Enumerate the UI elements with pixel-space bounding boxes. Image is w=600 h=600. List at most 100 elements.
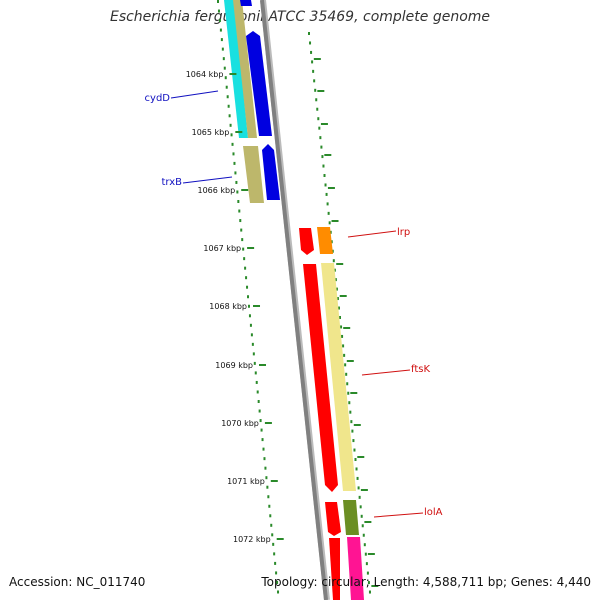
ruler-right-tick bbox=[343, 327, 351, 329]
ruler-right-dot bbox=[349, 410, 352, 414]
ruler-left-dot bbox=[238, 209, 241, 213]
ruler-right-dot bbox=[315, 98, 318, 102]
ruler-left-dot bbox=[252, 352, 255, 356]
ruler-left-dot bbox=[275, 571, 278, 575]
ruler-left-dot bbox=[270, 523, 273, 527]
backbone-line bbox=[260, 0, 328, 600]
ruler-right-tick bbox=[360, 489, 368, 491]
ruler-right-dot bbox=[319, 136, 322, 140]
ruler-left-dot bbox=[233, 161, 236, 165]
ruler-left-dot bbox=[230, 133, 233, 137]
ruler-right-dot bbox=[321, 155, 324, 159]
ruler-right-dot bbox=[332, 259, 335, 263]
ruler-right-dot bbox=[365, 562, 368, 566]
ruler-left-dot bbox=[246, 285, 249, 289]
gene-leader-trxB bbox=[182, 176, 233, 184]
ruler-right-dot bbox=[318, 126, 321, 130]
ruler-right-dot bbox=[328, 221, 331, 225]
ruler-left-dot bbox=[221, 47, 224, 51]
gene-label-trxB[interactable]: trxB bbox=[161, 177, 182, 188]
ruler-left-dot bbox=[274, 561, 277, 565]
ruler-left-dot bbox=[253, 361, 256, 365]
ruler-right-dot bbox=[320, 145, 323, 149]
ruler-right-dot bbox=[350, 420, 353, 424]
ruler-right-dot bbox=[326, 202, 329, 206]
feature-khaki-top bbox=[233, 0, 257, 138]
ruler-right-dot bbox=[336, 297, 339, 301]
ruler-left-dot bbox=[236, 190, 239, 194]
ruler-tick bbox=[229, 73, 237, 75]
ruler-right-dot bbox=[355, 467, 358, 471]
ruler-right-dot bbox=[335, 287, 338, 291]
ruler-right-dot bbox=[345, 372, 348, 376]
ruler-left-dot bbox=[222, 57, 225, 61]
ruler-left-dot bbox=[245, 276, 248, 280]
feature-red-long bbox=[303, 264, 338, 492]
backbone bbox=[260, 0, 330, 600]
feature-blue-arrow-1 bbox=[246, 31, 272, 136]
ruler-right-dot bbox=[330, 240, 333, 244]
ruler-left-dot bbox=[273, 552, 276, 556]
feature-cyan bbox=[224, 0, 248, 138]
ruler-left-dot bbox=[269, 514, 272, 518]
ruler-left-dot bbox=[217, 9, 220, 13]
ruler-right-tick bbox=[364, 521, 372, 523]
ruler-ticks: 1064 kbp 1065 kbp 1066 kbp 1067 kbp 1068 kbp… bbox=[186, 58, 379, 587]
ruler-left-dot bbox=[220, 38, 223, 42]
ruler-left-dot bbox=[218, 19, 221, 23]
ruler-left-dot bbox=[226, 95, 229, 99]
ruler-left-dot bbox=[234, 171, 237, 175]
ruler-tick-label: 1070 kbp bbox=[221, 419, 259, 428]
ruler-dots bbox=[217, 0, 371, 594]
ruler-right-dot bbox=[366, 571, 369, 575]
ruler-left-dot bbox=[240, 228, 243, 232]
gene-label-cydD[interactable]: cydD bbox=[145, 93, 171, 104]
ruler-right-dot bbox=[354, 458, 357, 461]
feature-blue-arrow-2 bbox=[262, 144, 280, 200]
ruler-left-dot bbox=[250, 333, 253, 337]
ruler-right-dot bbox=[325, 192, 328, 196]
ruler-right-dot bbox=[359, 505, 362, 509]
gene-label-ftsK[interactable]: ftsK bbox=[411, 364, 430, 375]
ruler-left-dot bbox=[235, 180, 238, 184]
ruler-left-dot bbox=[277, 590, 280, 594]
ruler-tick-label: 1069 kbp bbox=[215, 361, 253, 370]
feature-red-lower bbox=[325, 502, 341, 536]
ruler-left-dot bbox=[247, 304, 250, 308]
ruler-right-tick bbox=[339, 295, 347, 297]
ruler-right-dot bbox=[343, 353, 346, 357]
gene-label-lolA[interactable]: lolA bbox=[424, 507, 443, 518]
ruler-right-dot bbox=[334, 278, 337, 282]
feature-red-small bbox=[299, 228, 314, 255]
ruler-right-dot bbox=[351, 429, 354, 433]
gene-labels: cydD trxB lrp ftsK lolA bbox=[145, 90, 443, 518]
ruler-tick bbox=[259, 364, 267, 366]
ruler-left-dot bbox=[242, 247, 245, 251]
ruler-right-dot bbox=[341, 334, 344, 338]
ruler-right-dot bbox=[324, 183, 327, 187]
ruler-right-dot bbox=[327, 211, 330, 215]
gene-features bbox=[224, 0, 364, 600]
ruler-right-dot bbox=[331, 249, 334, 253]
ruler-right-dot bbox=[311, 60, 314, 64]
ruler-left-dot bbox=[229, 123, 232, 127]
ruler-left-dot bbox=[259, 419, 262, 423]
gene-label-lrp[interactable]: lrp bbox=[397, 227, 410, 238]
ruler-tick bbox=[247, 247, 255, 249]
ruler-right-dot bbox=[316, 107, 319, 111]
ruler-right-tick bbox=[331, 220, 339, 222]
ruler-right-tick bbox=[371, 585, 379, 587]
ruler-right-dot bbox=[360, 514, 363, 518]
ruler-right-dot bbox=[356, 476, 359, 480]
feature-orange bbox=[317, 227, 333, 254]
ruler-right-dot bbox=[344, 363, 347, 367]
ruler-left-dot bbox=[227, 104, 230, 108]
ruler-tick bbox=[270, 480, 278, 482]
feature-yellow bbox=[321, 263, 356, 491]
ruler-right-dot bbox=[313, 79, 316, 83]
ruler-right-dot bbox=[348, 401, 351, 405]
ruler-tick-label: 1066 kbp bbox=[198, 186, 236, 195]
gene-leader-lolA bbox=[373, 512, 424, 518]
ruler-right-dot bbox=[314, 88, 317, 92]
ruler-left-dot bbox=[276, 580, 279, 584]
